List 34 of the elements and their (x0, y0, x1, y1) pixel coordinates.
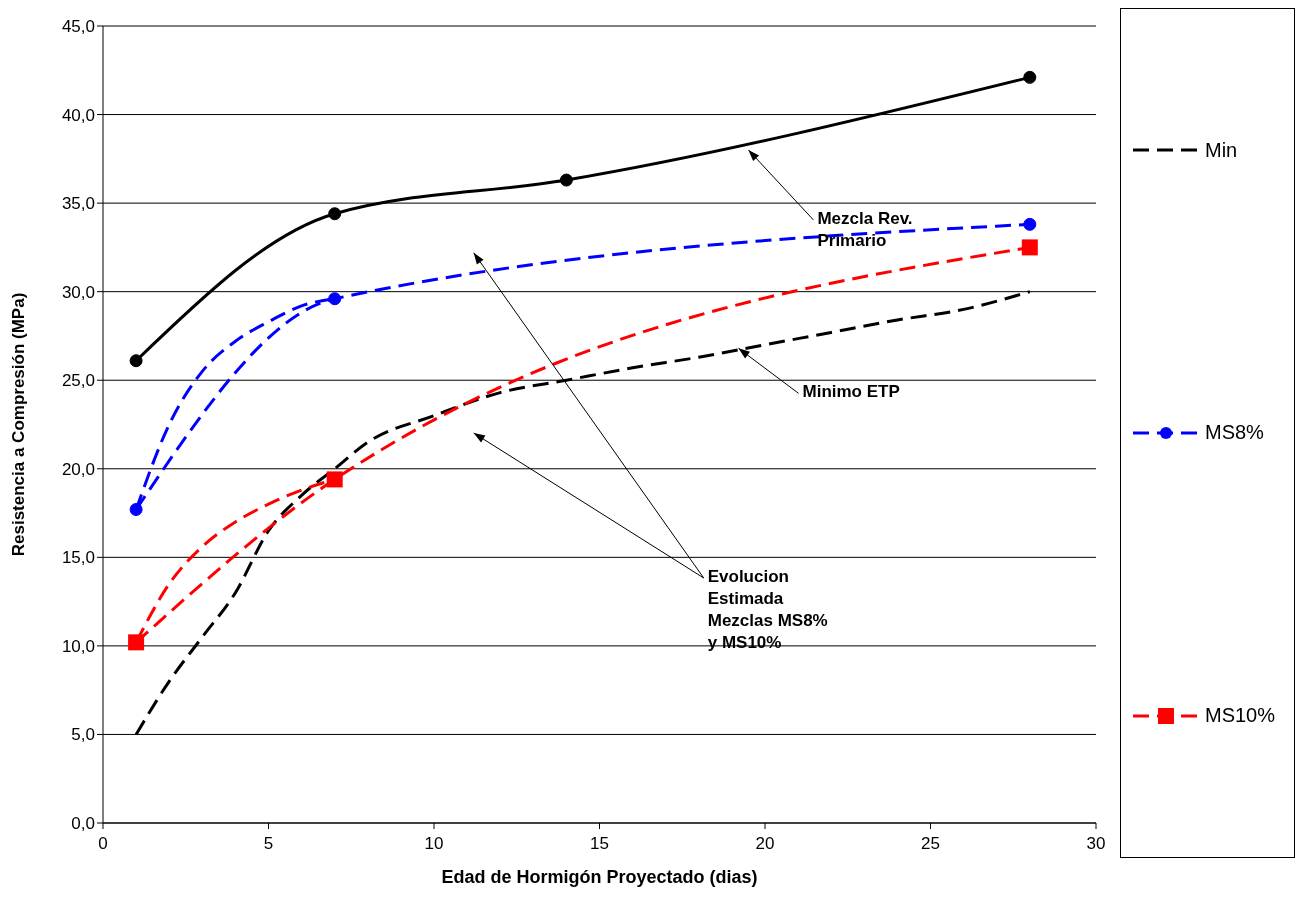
y-tick-label: 20,0 (61, 459, 95, 479)
y-tick-label: 35,0 (61, 194, 95, 214)
annotation: Minimo ETP (802, 382, 900, 402)
legend-label: MS10% (1205, 704, 1276, 728)
point (1021, 239, 1038, 256)
y-tick-label: 45,0 (61, 17, 95, 37)
x-tick-label: 10 (424, 834, 444, 853)
y-tick-label: 0,0 (71, 814, 95, 834)
y-tick-label: 5,0 (71, 725, 95, 745)
point (328, 207, 342, 221)
point (328, 292, 342, 306)
point (1023, 70, 1037, 84)
y-tick-label: 30,0 (61, 282, 95, 302)
x-tick-label: 15 (590, 834, 609, 853)
x-tick-label: 25 (921, 834, 940, 853)
legend-label: Min (1205, 138, 1238, 162)
annotation: Mezcla Rev. Primario (817, 208, 913, 250)
y-axis-title: Resistencia a Compresión (MPa) (9, 292, 29, 557)
point (1023, 217, 1037, 231)
point (129, 503, 143, 517)
point (129, 354, 143, 368)
point (559, 173, 573, 187)
point (128, 634, 145, 651)
x-tick-label: 0 (98, 834, 108, 853)
legend-label: MS8% (1205, 421, 1264, 445)
x-tick-label: 20 (755, 834, 775, 853)
y-tick-label: 15,0 (61, 548, 95, 568)
x-tick-label: 5 (263, 834, 274, 853)
y-tick-label: 25,0 (61, 371, 95, 391)
y-tick-label: 10,0 (61, 636, 95, 656)
x-tick-label: 30 (1086, 834, 1106, 853)
y-tick-label: 40,0 (61, 105, 95, 125)
point (326, 471, 343, 488)
x-axis-title: Edad de Hormigón Proyectado (dias) (441, 867, 758, 887)
